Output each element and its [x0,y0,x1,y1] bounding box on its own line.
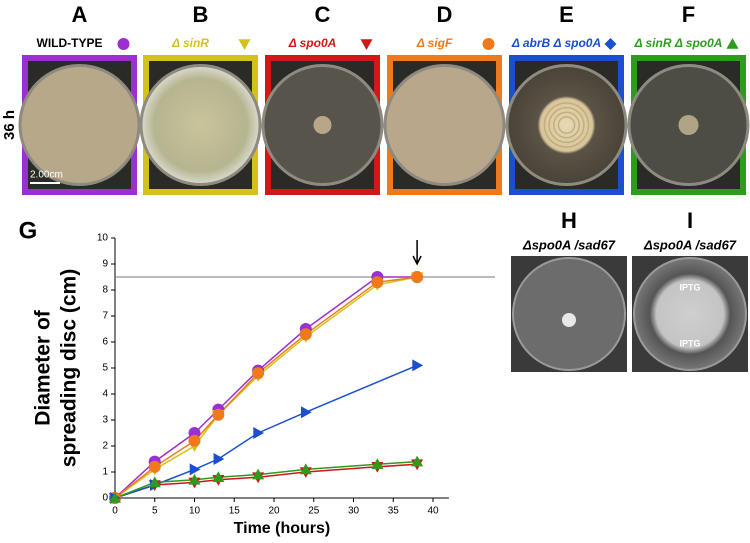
y-tick-label: 4 [102,389,108,400]
panel-letter: A [72,2,88,27]
scale-label: 2.00cm [30,170,63,181]
legend-marker [604,38,617,50]
y-tick-label: 10 [97,233,109,244]
legend-label: Δ spo0A [288,36,337,50]
arrow [412,240,422,266]
point [252,468,265,480]
series-line [114,364,418,499]
plate-agar [21,67,138,183]
point [299,463,312,475]
x-tick-label: 25 [308,506,320,517]
series-line [114,463,418,499]
plate-agar [386,67,503,183]
panel-letter: C [315,2,331,27]
x-tick-label: 40 [427,506,439,517]
point [189,463,201,476]
legend-label: Δ abrB Δ spo0A [511,36,601,50]
legend-marker [360,39,373,50]
point [213,453,225,465]
point [212,408,225,421]
point [188,434,201,447]
series-line [114,460,418,499]
inset-note: IPTG [679,282,700,292]
y-tick-label: 0 [102,493,108,504]
legend-label: Δ sinR [171,36,209,50]
series-line [114,276,418,499]
x-tick-label: 10 [189,506,201,517]
y-tick-label: 3 [102,415,108,426]
panel-letter: I [687,208,693,233]
point [371,458,384,469]
point [252,367,265,380]
y-tick-label: 8 [102,285,108,296]
point [411,455,424,467]
colony [313,116,332,134]
line-chart: G 0 1 2 3 4 5 6 7 8 9 10 0 5 10 15 20 25 30 35 40 Time (hours… [19,217,495,537]
ring [543,102,590,148]
legend-marker [117,38,130,50]
x-tick-label: 15 [229,506,241,517]
inset-photos: H Δspo0A /sad67 I Δspo0A /sad67 IPTG IPTG [511,208,748,372]
x-tick-label: 5 [152,506,158,517]
time-label: 36 h [1,110,18,140]
ring [552,111,581,139]
point [148,460,161,473]
colony [562,313,576,327]
panel-letter: D [437,2,453,27]
series-line [114,276,418,499]
x-tick-label: 20 [268,506,280,517]
point [212,471,225,482]
panel-letter: H [561,208,577,233]
y-tick-label: 7 [102,311,108,322]
y-tick-label: 5 [102,363,108,374]
panel-letter: F [682,2,695,27]
panel-letter: G [19,217,38,244]
point [188,473,201,485]
ring [548,106,585,144]
y-tick-label: 6 [102,337,108,348]
plate-agar [142,67,259,183]
photo-panels: 36 h A WILD-TYPE B Δ sinR C Δ spo0A D Δ sigF E Δ a… [1,2,750,195]
plate [633,257,747,371]
point [299,328,312,341]
point [371,276,384,289]
point [411,271,424,283]
series-line [114,276,418,499]
legend-label: Δ sigF [416,36,453,50]
legend-label: Δ sinR Δ spo0A [634,36,723,50]
x-tick-label: 0 [112,506,118,517]
y-tick-label: 9 [102,259,108,270]
y-axis-label: Diameter of [32,309,55,426]
legend-marker [482,38,495,50]
y-axis-label: spreading disc (cm) [58,269,81,467]
panel-letter: E [559,2,574,27]
legend-label: WILD-TYPE [37,36,103,50]
point [109,492,121,503]
x-tick-label: 30 [348,506,360,517]
legend-marker [726,38,739,49]
colony [678,115,699,135]
y-tick-label: 1 [102,467,108,478]
inset-note: IPTG [679,338,700,348]
ring [557,116,576,134]
panel-letter: B [193,2,209,27]
inset-label: Δspo0A /sad67 [522,237,616,252]
y-tick-label: 2 [102,441,108,452]
legend-marker [238,39,251,50]
point [412,359,424,372]
point [148,476,161,488]
point [301,406,312,419]
x-tick-label: 35 [388,506,400,517]
point [253,427,265,439]
inset-label: Δspo0A /sad67 [643,237,737,252]
x-axis-label: Time (hours) [234,520,331,537]
plate-agar [508,67,625,183]
